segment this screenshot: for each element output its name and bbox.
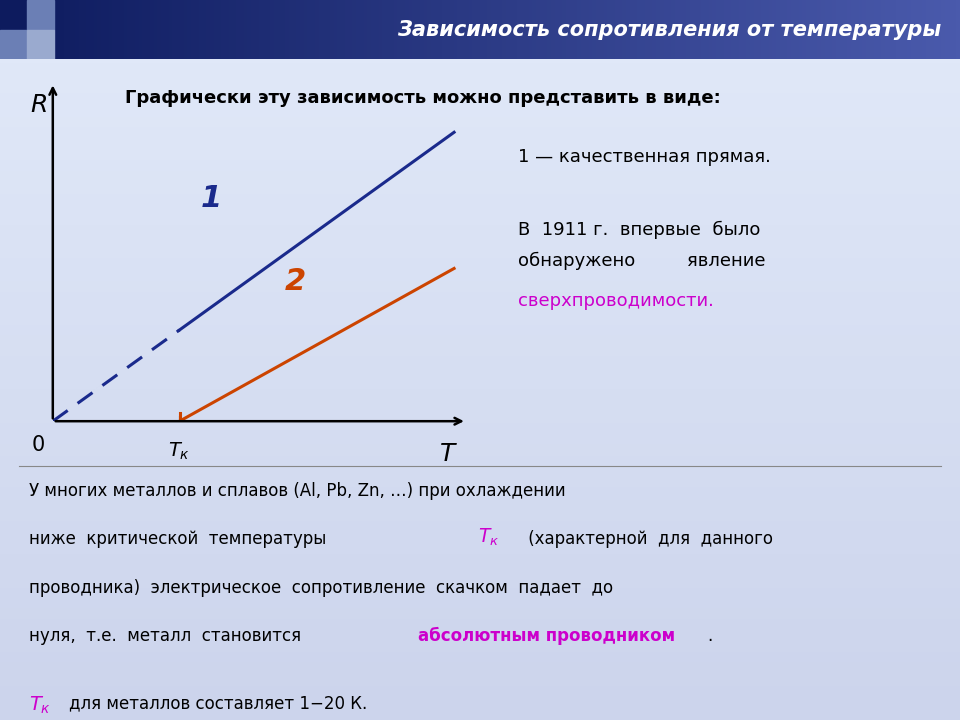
Text: для металлов составляет 1−20 К.: для металлов составляет 1−20 К. <box>69 694 368 712</box>
Text: (характерной  для  данного: (характерной для данного <box>523 531 773 549</box>
Text: 2: 2 <box>285 267 306 296</box>
Text: Графически эту зависимость можно представить в виде:: Графически эту зависимость можно предста… <box>125 89 721 107</box>
Text: $T_к$: $T_к$ <box>169 440 190 462</box>
Text: В  1911 г.  впервые  было
обнаружено         явление: В 1911 г. впервые было обнаружено явлени… <box>518 221 766 270</box>
Text: У многих металлов и сплавов (Al, Pb, Zn, …) при охлаждении: У многих металлов и сплавов (Al, Pb, Zn,… <box>29 482 565 500</box>
Text: Зависимость сопротивления от температуры: Зависимость сопротивления от температуры <box>396 19 941 40</box>
Text: 1: 1 <box>201 184 222 213</box>
Bar <box>27 30 54 59</box>
Text: нуля,  т.е.  металл  становится: нуля, т.е. металл становится <box>29 627 311 645</box>
Text: 1 — качественная прямая.: 1 — качественная прямая. <box>518 148 771 166</box>
Bar <box>27 0 54 30</box>
Text: .: . <box>708 627 712 645</box>
Text: абсолютным проводником: абсолютным проводником <box>418 627 675 645</box>
Text: проводника)  электрическое  сопротивление  скачком  падает  до: проводника) электрическое сопротивление … <box>29 579 612 597</box>
Text: $0$: $0$ <box>31 435 45 455</box>
Text: сверхпроводимости.: сверхпроводимости. <box>518 292 714 310</box>
Text: $T$: $T$ <box>440 442 458 466</box>
Bar <box>0 30 27 59</box>
Text: $T_к$: $T_к$ <box>478 526 499 548</box>
Bar <box>0 0 27 30</box>
Text: $R$: $R$ <box>30 93 46 117</box>
Text: $T_к$: $T_к$ <box>29 694 51 716</box>
Text: ниже  критической  температуры: ниже критической температуры <box>29 531 337 549</box>
